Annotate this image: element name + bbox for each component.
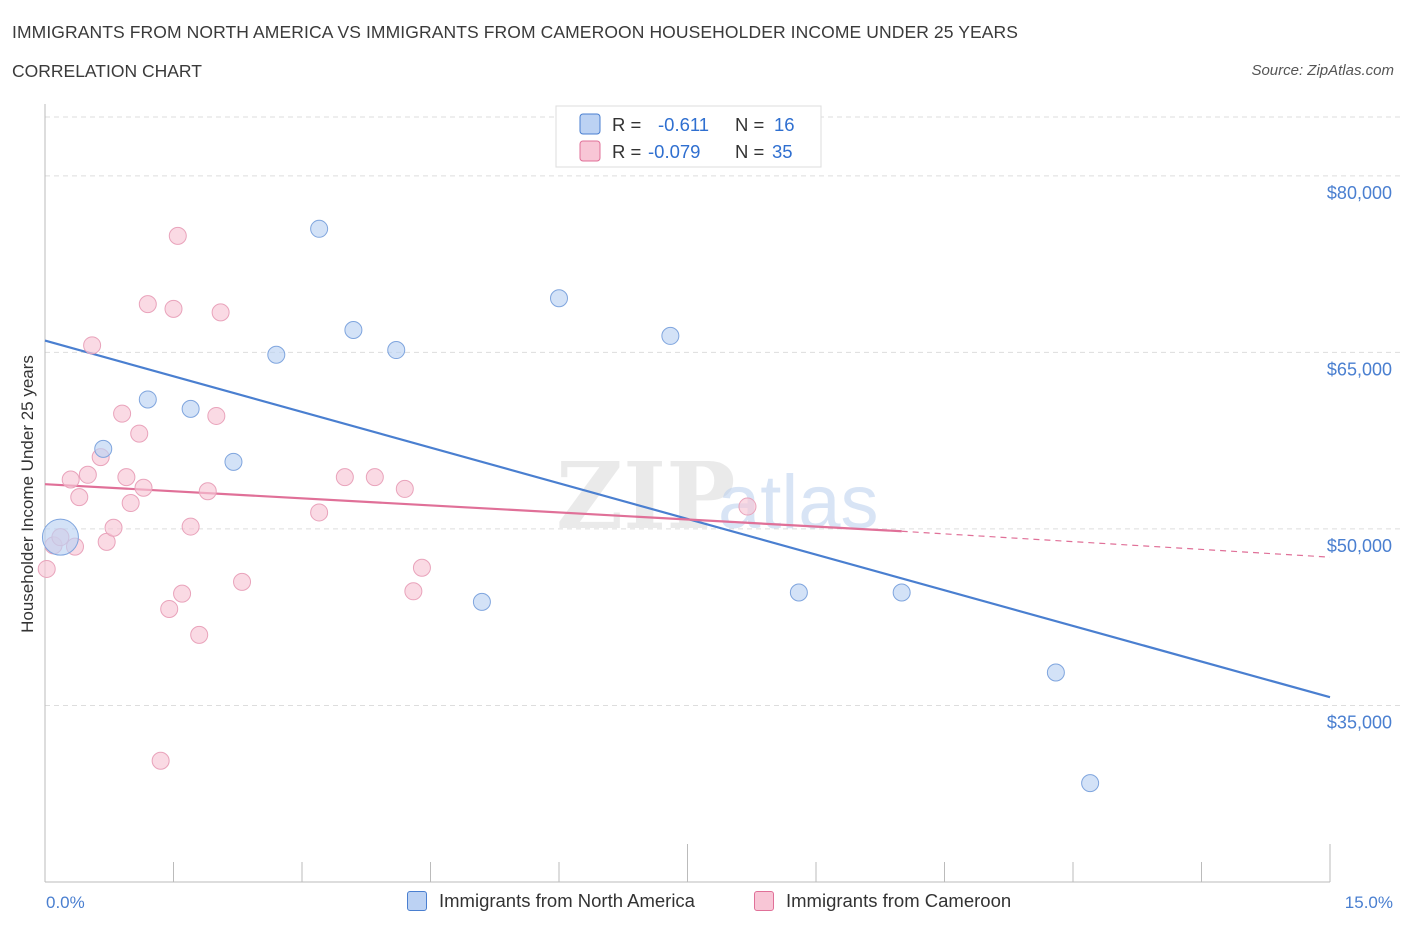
data-point-cameroon <box>70 488 89 507</box>
x-tick-label-start: 0.0% <box>46 893 85 912</box>
data-point-cameroon <box>61 470 80 489</box>
data-point-north-america <box>138 390 157 409</box>
y-tick-label: $65,000 <box>1327 359 1392 379</box>
data-point-north-america <box>344 321 363 340</box>
data-point-north-america <box>472 592 491 611</box>
data-point-cameroon <box>365 468 384 487</box>
legend-r-value-2: -0.079 <box>648 141 700 162</box>
data-point-north-america <box>181 399 200 418</box>
data-point-cameroon <box>104 518 123 537</box>
bottom-legend-swatch-north-america <box>407 891 427 911</box>
data-point-cameroon <box>190 625 209 644</box>
legend-r-label-1: R = <box>612 114 641 135</box>
trend-line-cameroon-extension <box>901 530 1331 558</box>
y-tick-label: $35,000 <box>1327 712 1392 732</box>
data-point-cameroon <box>168 226 187 245</box>
bottom-legend-swatch-cameroon <box>754 891 774 911</box>
data-point-cameroon <box>78 465 97 484</box>
chart-title: IMMIGRANTS FROM NORTH AMERICA VS IMMIGRA… <box>12 22 1019 42</box>
data-point-cameroon <box>151 751 170 770</box>
y-tick-labels: $35,000 $50,000 $65,000 $80,000 <box>1327 183 1392 733</box>
data-point-north-america <box>789 583 808 602</box>
data-point-north-america <box>387 341 406 360</box>
data-point-cameroon <box>83 336 102 355</box>
data-point-cameroon <box>198 482 217 501</box>
watermark-zip: ZIP <box>556 442 735 550</box>
legend-n-value-2: 35 <box>772 141 793 162</box>
bottom-legend-label-cameroon: Immigrants from Cameroon <box>786 890 1012 911</box>
data-point-cameroon <box>37 559 56 578</box>
data-point-cameroon <box>164 299 183 318</box>
legend-swatch-north-america <box>579 113 601 135</box>
data-point-cameroon <box>211 303 230 322</box>
data-point-north-america <box>892 583 911 602</box>
data-point-cameroon <box>233 572 252 591</box>
data-point-north-america <box>267 345 286 364</box>
data-point-cameroon <box>335 468 354 487</box>
data-points <box>37 219 1100 793</box>
bottom-legend-item-cameroon: Immigrants from Cameroon <box>754 890 1011 912</box>
data-point-cameroon <box>738 497 757 516</box>
data-point-cameroon <box>138 295 157 314</box>
trend-lines <box>44 339 1331 699</box>
data-point-cameroon <box>130 424 149 443</box>
legend-n-label-2: N = <box>735 141 764 162</box>
data-point-north-america <box>661 326 680 345</box>
axes <box>44 104 1331 883</box>
legend-n-value-1: 16 <box>774 114 795 135</box>
data-point-cameroon <box>310 503 329 522</box>
data-point-north-america <box>310 219 329 238</box>
data-point-cameroon <box>412 558 431 577</box>
source-credit: Source: ZipAtlas.com <box>1251 62 1394 79</box>
x-tick-labels: 0.0% 15.0% <box>46 893 1393 912</box>
data-point-cameroon <box>121 494 140 513</box>
data-point-cameroon <box>134 478 153 497</box>
legend-r-value-1: -0.611 <box>658 114 709 135</box>
data-point-cameroon <box>117 468 136 487</box>
bottom-legend-item-north-america: Immigrants from North America <box>407 890 695 912</box>
data-point-cameroon <box>113 404 132 423</box>
data-point-north-america <box>1046 663 1065 682</box>
data-point-cameroon <box>181 517 200 536</box>
chart-subtitle: CORRELATION CHART <box>12 61 202 81</box>
x-tick-label-end: 15.0% <box>1345 893 1393 912</box>
data-point-north-america <box>224 452 243 471</box>
correlation-legend: R = -0.611 N = 16 R = -0.079 N = 35 <box>555 105 822 168</box>
data-point-north-america <box>94 439 113 458</box>
trend-line-cameroon <box>44 483 902 533</box>
legend-swatch-cameroon <box>579 140 601 162</box>
grid-lines <box>45 116 1400 706</box>
data-point-cameroon <box>173 584 192 603</box>
y-tick-label: $80,000 <box>1327 183 1392 203</box>
y-tick-label: $50,000 <box>1327 536 1392 556</box>
data-point-north-america <box>41 518 79 556</box>
data-point-cameroon <box>160 599 179 618</box>
legend-n-label-1: N = <box>735 114 764 135</box>
data-point-north-america <box>1081 774 1100 793</box>
data-point-cameroon <box>207 406 226 425</box>
data-point-cameroon <box>404 582 423 601</box>
y-axis-label: Householder Income Under 25 years <box>18 355 37 633</box>
bottom-legend-label-north-america: Immigrants from North America <box>439 890 695 911</box>
data-point-north-america <box>550 289 568 308</box>
data-point-cameroon <box>395 479 414 498</box>
legend-r-label-2: R = <box>612 141 641 162</box>
bottom-legend: Immigrants from North America Immigrants… <box>0 890 1406 916</box>
